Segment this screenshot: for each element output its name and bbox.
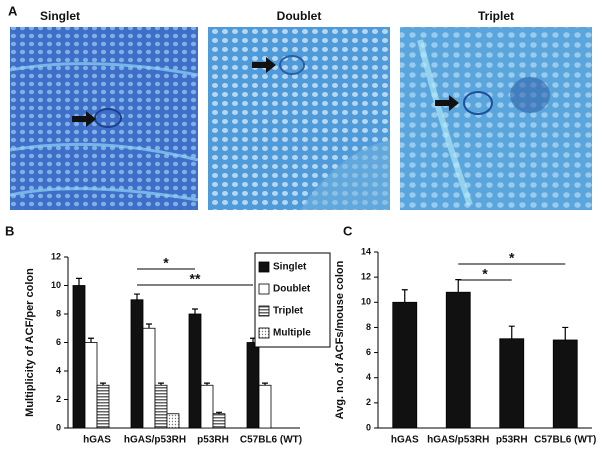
error-bar [88,337,94,343]
y-tick-label: 0 [56,422,61,432]
y-tick-label: 12 [51,251,61,261]
y-tick-label: 0 [366,422,371,432]
error-bar [508,325,515,339]
micrograph [400,27,592,210]
y-tick-label: 2 [56,394,61,404]
error-bar [158,382,164,386]
x-tick-label: C57BL6 (WT) [240,435,302,446]
image-title: Singlet [40,9,80,23]
x-tick-label: hGAS [83,435,111,446]
bar [166,413,180,429]
legend-label: Singlet [273,262,307,273]
bar [96,384,110,429]
micrograph [208,27,390,210]
error-bar [134,293,140,300]
error-bar [401,289,408,303]
bar [258,384,272,429]
image-title: Doublet [277,9,322,23]
bar [84,342,98,429]
x-tick-label: hGAS/p53RH [124,435,186,446]
y-tick-label: 14 [361,246,371,256]
error-bar [455,279,462,293]
x-tick-label: p53RH [496,435,528,446]
bar [212,413,226,429]
error-bar [76,277,82,286]
panel-label: C [343,223,353,238]
legend-label: Multiple [273,328,311,339]
error-bar [562,326,569,340]
y-tick-label: 2 [366,397,371,407]
significance-label: * [509,250,515,266]
y-tick-label: 8 [56,308,61,318]
y-tick-label: 6 [56,337,61,347]
bar [499,338,525,429]
y-axis-label: Multiplicity of ACF/per colon [24,268,36,417]
y-tick-label: 4 [366,372,371,382]
error-bar [204,382,210,386]
y-tick-label: 4 [56,365,61,375]
x-tick-label: hGAS/p53RH [427,435,489,446]
bar [188,313,202,429]
panel-label: B [5,223,14,238]
x-tick-label: C57BL6 (WT) [534,435,596,446]
error-bar [216,411,222,414]
panel-label: A [8,3,18,18]
legend-label: Triplet [273,306,304,317]
micrograph [9,27,199,210]
error-bar [146,323,152,329]
legend-swatch [258,283,270,295]
bar [130,299,144,429]
legend-label: Doublet [273,284,311,295]
significance-label: * [482,266,488,282]
error-bar [192,308,198,314]
bar [246,342,260,429]
legend-swatch [258,261,270,273]
y-tick-label: 6 [366,347,371,357]
error-bar [100,382,106,386]
bar [200,384,214,429]
y-tick-label: 12 [361,272,371,282]
x-tick-label: p53RH [197,435,229,446]
significance-label: * [163,255,169,271]
y-axis-label: Avg. no. of ACFs/mouse colon [334,260,346,419]
bar [392,301,418,429]
x-tick-label: hGAS [391,435,419,446]
bar [72,285,86,429]
error-bar [262,382,268,386]
legend-swatch [258,305,270,317]
significance-label: ** [190,271,201,287]
bar [154,384,168,429]
bar [445,291,471,429]
bar [552,339,578,429]
legend-swatch [258,327,270,339]
y-tick-label: 10 [51,280,61,290]
bar [142,327,156,429]
y-tick-label: 8 [366,322,371,332]
image-title: Triplet [478,9,514,23]
y-tick-label: 10 [361,297,371,307]
